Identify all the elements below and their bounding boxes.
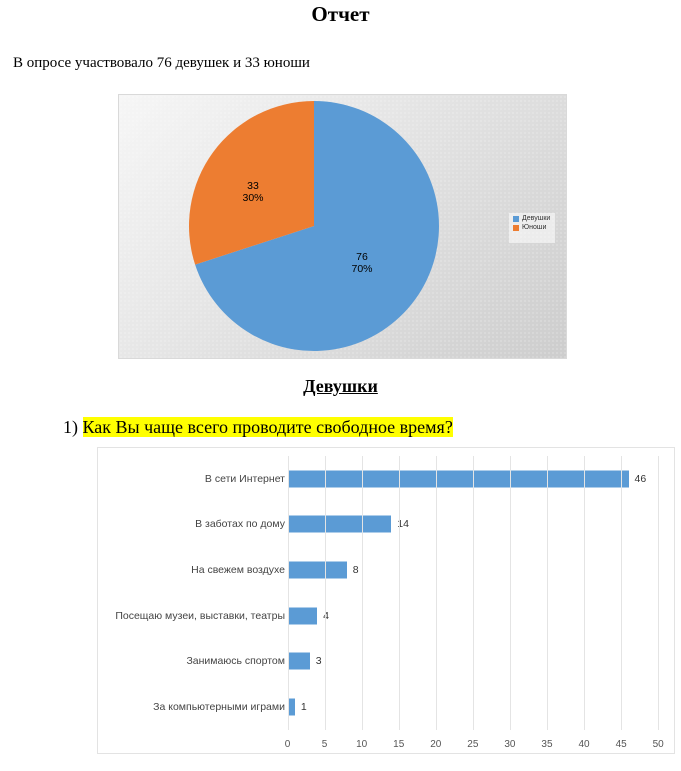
- svg-text:76: 76: [356, 251, 368, 263]
- svg-text:70%: 70%: [351, 263, 372, 275]
- svg-text:30%: 30%: [242, 192, 263, 204]
- svg-text:33: 33: [247, 180, 259, 192]
